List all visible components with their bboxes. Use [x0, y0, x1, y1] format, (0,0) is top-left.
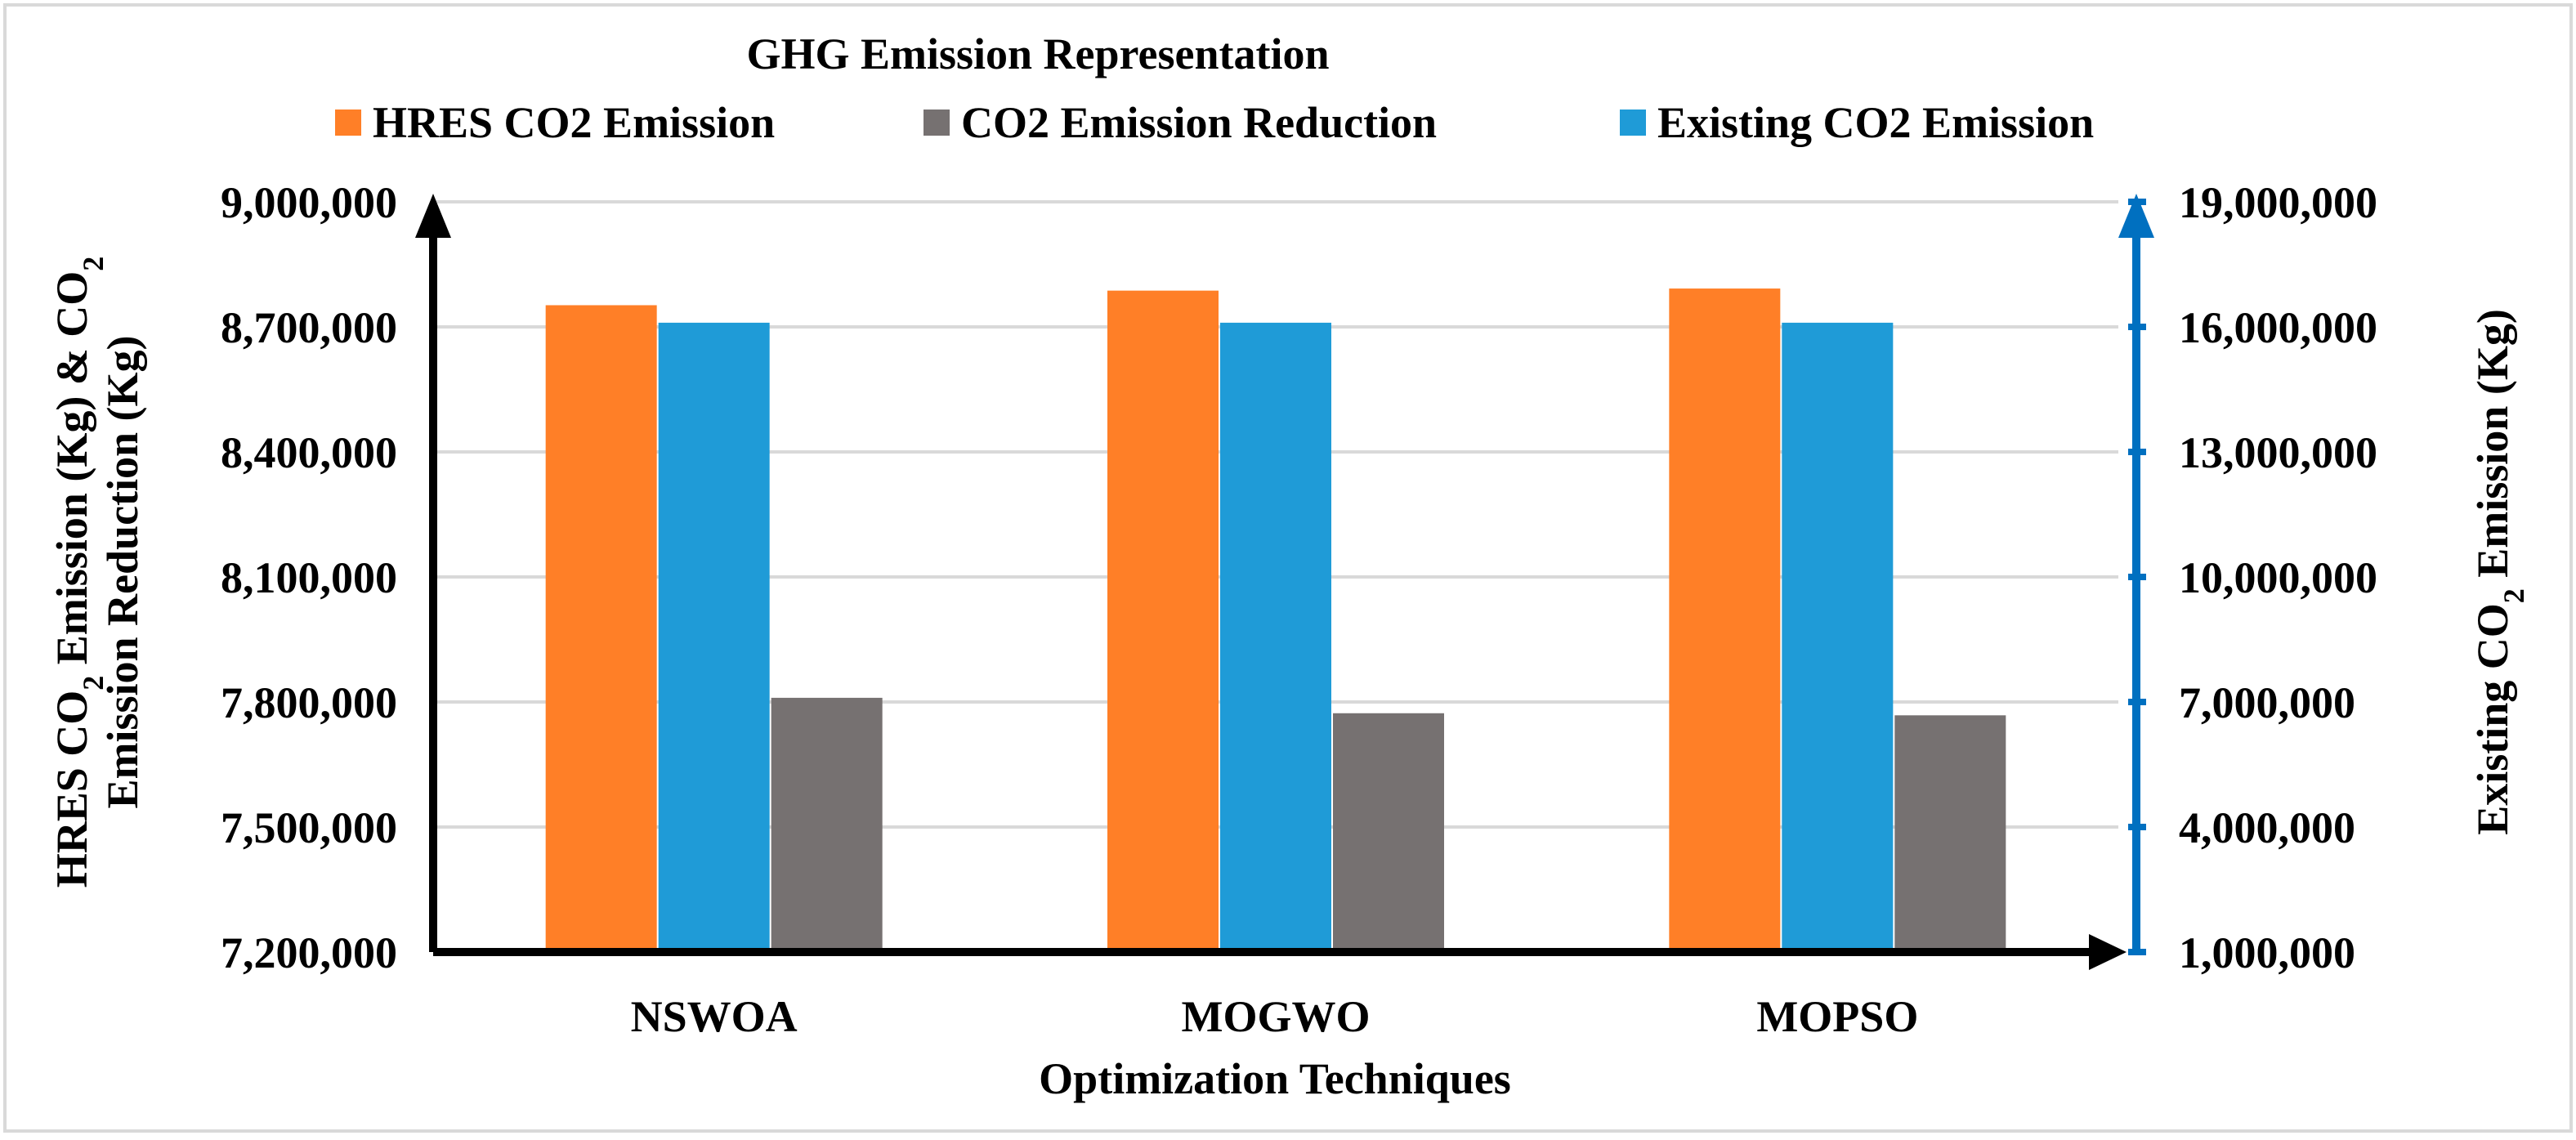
y-axis-title-left: HRES CO2 Emission (Kg) & CO2	[47, 257, 110, 888]
bar-existing-co2-emission	[1782, 322, 1894, 952]
y-axis-title-left-line2: Emission Reduction (Kg)	[98, 335, 147, 808]
y-tick-label-left: 8,400,000	[221, 428, 397, 477]
y-tick-label-left: 8,700,000	[221, 303, 397, 352]
bar-hres-co2-emission	[1669, 288, 1781, 953]
x-tick-label: MOGWO	[1182, 992, 1371, 1041]
chart-title: GHG Emission Representation	[746, 29, 1329, 78]
bar-co2-emission-reduction	[771, 697, 883, 952]
y-tick-label-right: 10,000,000	[2179, 553, 2377, 602]
y-tick-label-right: 19,000,000	[2179, 178, 2377, 227]
bar-hres-co2-emission	[545, 305, 657, 953]
bar-hres-co2-emission	[1107, 290, 1219, 952]
y-left-part-b: Emission (Kg) & CO	[47, 271, 96, 676]
legend-swatch	[924, 110, 950, 136]
y-tick-label-right: 7,000,000	[2179, 678, 2355, 727]
y-right-sub: 2	[2498, 588, 2530, 603]
y-tick-label-right: 1,000,000	[2179, 928, 2355, 977]
legend: HRES CO2 Emission CO2 Emission Reduction E…	[335, 98, 2094, 147]
bar-existing-co2-emission	[1220, 322, 1331, 952]
y-axis-right-arrow-icon	[2118, 194, 2154, 238]
x-axis-title: Optimization Techniques	[1039, 1054, 1511, 1103]
y-tick-label-left: 7,500,000	[221, 803, 397, 852]
y-right-part-b: Emission (Kg)	[2468, 309, 2517, 588]
legend-label: HRES CO2 Emission	[373, 98, 775, 147]
x-tick-label: MOPSO	[1756, 992, 1918, 1041]
y-tick-label-right: 4,000,000	[2179, 803, 2355, 852]
y-axis-title-right: Existing CO2 Emission (Kg)	[2468, 309, 2530, 835]
legend-label: CO2 Emission Reduction	[961, 98, 1437, 147]
bar-layer	[545, 288, 2006, 953]
legend-swatch	[1620, 110, 1646, 136]
bar-existing-co2-emission	[658, 322, 770, 952]
y-tick-label-left: 8,100,000	[221, 553, 397, 602]
legend-label: Existing CO2 Emission	[1657, 98, 2094, 147]
y-right-part-a: Existing CO	[2468, 603, 2517, 835]
x-tick-label: NSWOA	[631, 992, 798, 1041]
y-left-sub-b: 2	[77, 257, 110, 271]
y-tick-label-right: 13,000,000	[2179, 428, 2377, 477]
y-tick-label-left: 7,800,000	[221, 678, 397, 727]
legend-swatch	[335, 110, 361, 136]
y-left-part-a: HRES CO	[47, 691, 96, 888]
y-axis-left-arrow-icon	[415, 194, 451, 238]
axis-layer: 7,200,000 1,000,000 7,500,000 4,000,000 7,80…	[221, 178, 2377, 1041]
y-tick-label-left: 7,200,000	[221, 928, 397, 977]
bar-co2-emission-reduction	[1333, 713, 1444, 952]
y-tick-label-left: 9,000,000	[221, 178, 397, 227]
bar-co2-emission-reduction	[1894, 715, 2006, 952]
y-tick-label-right: 16,000,000	[2179, 303, 2377, 352]
y-left-sub-a: 2	[77, 676, 110, 691]
x-axis-arrow-icon	[2089, 934, 2127, 970]
